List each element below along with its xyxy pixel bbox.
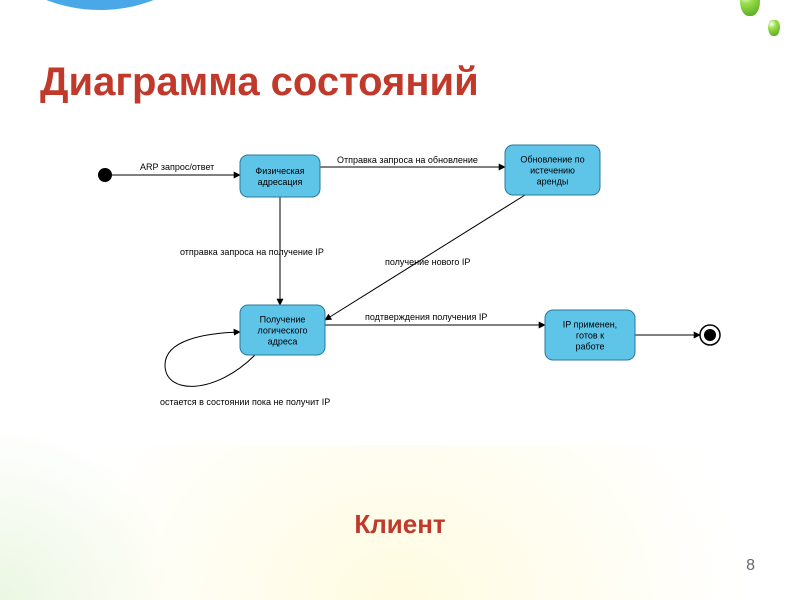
transition-label: Отправка запроса на обновление	[337, 155, 478, 165]
transition-label: остается в состоянии пока не получит IP	[160, 397, 330, 407]
page-title: Диаграмма состояний	[40, 60, 479, 105]
transition-label: получение нового IP	[385, 257, 470, 267]
green-wave-decoration	[180, 0, 800, 10]
state-node-label: IP применен,	[563, 320, 617, 330]
state-node-label: Обновление по	[520, 155, 584, 165]
state-node-label: Получение	[260, 315, 306, 325]
state-node-phys	[240, 155, 320, 197]
page-number: 8	[746, 557, 755, 575]
transition-label: отправка запроса на получение IP	[180, 247, 324, 257]
state-node-label: Физическая	[255, 166, 304, 176]
droplet-icon	[740, 0, 760, 16]
state-node-label: истечению	[530, 166, 575, 176]
transition-label: ARP запрос/ответ	[140, 162, 214, 172]
droplet-icon	[768, 20, 780, 36]
state-node-label: готов к	[576, 331, 604, 341]
final-state-dot	[704, 329, 716, 341]
initial-state	[98, 168, 112, 182]
state-node-label: аренды	[537, 177, 569, 187]
state-node-label: работе	[576, 342, 605, 352]
state-node-label: адреса	[268, 337, 298, 347]
transition-label: подтверждения получения IP	[365, 312, 487, 322]
state-diagram: ARP запрос/ответ Отправка запроса на обно…	[65, 125, 745, 445]
decorative-header	[0, 0, 800, 50]
diagram-subtitle: Клиент	[0, 509, 800, 540]
state-node-label: логического	[258, 326, 308, 336]
state-node-label: адресация	[258, 177, 303, 187]
